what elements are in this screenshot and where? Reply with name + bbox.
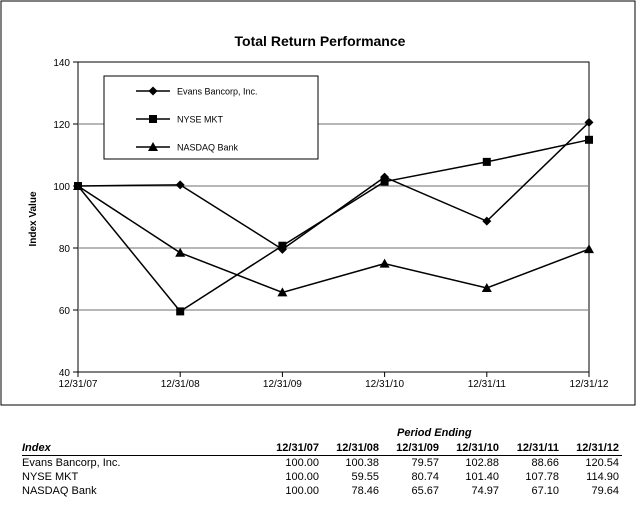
y-tick-label: 80	[59, 244, 71, 255]
legend-marker	[149, 115, 157, 123]
x-tick-label: 12/31/10	[365, 379, 404, 390]
y-tick-label: 40	[59, 368, 71, 379]
table-row: Evans Bancorp, Inc. 100.00 100.38 79.57 …	[22, 456, 622, 471]
data-point	[585, 135, 593, 144]
column-header: 12/31/09	[382, 427, 442, 456]
row-name: NYSE MKT	[22, 471, 79, 483]
x-tick-label: 12/31/07	[59, 379, 98, 390]
legend-marker	[148, 142, 158, 151]
data-point	[380, 177, 389, 186]
row-name: NASDAQ Bank	[22, 485, 97, 497]
y-tick-label: 120	[53, 120, 70, 131]
table-cell: 67.10	[531, 485, 559, 497]
table-cell: 79.64	[591, 485, 619, 497]
table-cell: 120.54	[585, 457, 619, 469]
table-cell: 107.78	[525, 471, 559, 483]
x-tick-label: 12/31/09	[263, 379, 302, 390]
table-cell: 88.66	[531, 457, 559, 469]
legend-label: NASDAQ Bank	[177, 143, 239, 153]
table-cell: 79.57	[411, 457, 439, 469]
data-point	[277, 287, 288, 297]
data-point	[175, 180, 185, 190]
y-tick-label: 140	[53, 58, 70, 69]
legend-box	[103, 75, 319, 160]
data-point	[73, 181, 83, 190]
legend-label: NYSE MKT	[177, 115, 224, 125]
table-cell: 65.67	[411, 485, 439, 497]
data-point	[482, 157, 491, 166]
y-tick-label: 60	[59, 306, 71, 317]
column-header: 12/31/12	[562, 427, 622, 456]
y-axis-label: Index Value	[28, 191, 39, 246]
data-point	[176, 307, 185, 316]
column-header: 12/31/08	[322, 427, 382, 456]
data-point	[584, 117, 594, 127]
column-header: 12/31/07	[262, 427, 322, 456]
table-row: NYSE MKT 100.00 59.55 80.74 101.40 107.7…	[22, 470, 622, 484]
column-header: 12/31/10	[442, 427, 502, 456]
column-header: 12/31/11	[502, 427, 562, 456]
performance-table: Index 12/31/07 12/31/08 12/31/09 12/31/1…	[22, 427, 622, 498]
data-point	[482, 216, 492, 226]
chart: Total Return Performance Index Value 40 6…	[0, 0, 636, 406]
table-row: NASDAQ Bank 100.00 78.46 65.67 74.97 67.…	[22, 484, 622, 498]
row-name: Evans Bancorp, Inc.	[22, 457, 121, 469]
table-header-row: Index 12/31/07 12/31/08 12/31/09 12/31/1…	[22, 427, 622, 456]
data-point	[481, 282, 492, 292]
table-cell: 101.40	[465, 471, 499, 483]
legend: Evans Bancorp, Inc. NYSE MKT NASDAQ Bank	[103, 75, 319, 160]
data-point	[278, 241, 287, 250]
y-tick-label: 100	[53, 182, 70, 193]
table-cell: 80.74	[411, 471, 439, 483]
series-line	[77, 185, 590, 294]
table-cell: 100.00	[285, 457, 319, 469]
table-cell: 100.00	[285, 471, 319, 483]
x-tick-label: 12/31/12	[570, 379, 609, 390]
chart-title: Total Return Performance	[235, 33, 406, 49]
table-cell: 74.97	[471, 485, 499, 497]
table-cell: 102.88	[465, 457, 499, 469]
table-cell: 100.00	[285, 485, 319, 497]
legend-marker	[148, 86, 158, 96]
table-cell: 78.46	[351, 485, 379, 497]
x-tick-label: 12/31/11	[468, 379, 507, 390]
series-line	[77, 139, 590, 313]
x-tick-label: 12/31/08	[161, 379, 200, 390]
table-cell: 100.38	[345, 457, 379, 469]
table-cell: 114.90	[586, 471, 619, 483]
data-point	[584, 244, 594, 254]
table-cell: 59.55	[351, 471, 379, 483]
index-header: Index	[22, 427, 262, 456]
data-point	[379, 258, 390, 268]
data-point	[175, 247, 186, 257]
legend-label: Evans Bancorp, Inc.	[177, 87, 258, 97]
